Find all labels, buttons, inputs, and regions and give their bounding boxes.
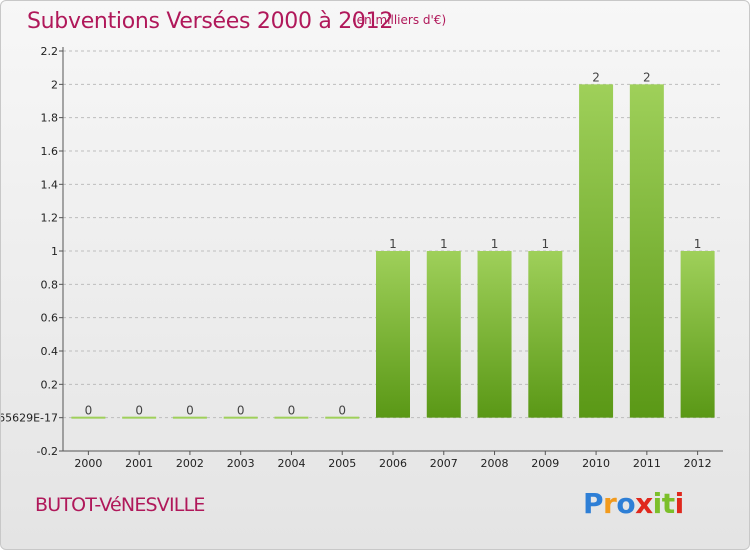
bar <box>528 251 563 418</box>
y-tick-label: 2.2 <box>41 45 59 58</box>
y-tick-label: 0.8 <box>41 278 59 291</box>
bar <box>680 251 715 418</box>
data-label: 0 <box>288 404 296 418</box>
data-label: 1 <box>389 237 397 251</box>
data-label: 0 <box>338 404 346 418</box>
bar <box>477 251 512 418</box>
x-tick-label: 2005 <box>328 457 356 470</box>
y-tick-label: 0.4 <box>41 345 59 358</box>
data-label: 0 <box>85 404 93 418</box>
y-tick-label: 1.8 <box>41 112 59 125</box>
commune-name: BUTOT-VéNESVILLE <box>35 494 205 516</box>
x-tick-label: 2012 <box>684 457 712 470</box>
y-tick-label: 0.2 <box>41 378 59 391</box>
bar <box>274 416 309 419</box>
bar <box>223 416 258 419</box>
y-tick-label: 1.6 <box>41 145 59 158</box>
x-tick-label: 2011 <box>633 457 661 470</box>
bar <box>325 416 360 419</box>
logo-letter: r <box>603 487 617 520</box>
x-tick-label: 2009 <box>531 457 559 470</box>
bar <box>172 416 207 419</box>
data-label: 0 <box>135 404 143 418</box>
logo-letter: t <box>661 487 675 520</box>
chart-subtitle: (en milliers d'€) <box>352 13 447 27</box>
x-tick-label: 2000 <box>74 457 102 470</box>
y-tick-label: 1.2 <box>41 212 59 225</box>
x-tick-label: 2003 <box>227 457 255 470</box>
bar <box>376 251 410 418</box>
chart-title: Subventions Versées 2000 à 2012 <box>27 9 394 34</box>
data-label: 1 <box>541 237 549 251</box>
x-tick-label: 2006 <box>379 457 407 470</box>
bar <box>426 251 461 418</box>
logo-letter: i <box>674 487 685 520</box>
data-label: 1 <box>491 237 499 251</box>
bar <box>579 84 614 418</box>
logo-letter: i <box>652 487 663 520</box>
y-tick-label: -0.2 <box>37 445 58 458</box>
y-tick-label: 1.4 <box>41 178 59 191</box>
data-label: 2 <box>643 70 651 84</box>
data-label: 0 <box>237 404 245 418</box>
bar <box>629 84 664 418</box>
logo-letter: o <box>616 487 636 520</box>
data-label: 1 <box>694 237 702 251</box>
y-tick-label: 2 <box>51 78 58 91</box>
y-tick-label: 0.6 <box>41 312 59 325</box>
data-label: 2 <box>592 70 600 84</box>
bar <box>122 416 157 419</box>
proxiti-logo[interactable]: Proxiti <box>583 487 684 520</box>
x-tick-label: 2002 <box>176 457 204 470</box>
x-tick-label: 2004 <box>277 457 305 470</box>
x-tick-label: 2008 <box>481 457 509 470</box>
x-tick-label: 2010 <box>582 457 610 470</box>
x-tick-label: 2001 <box>125 457 153 470</box>
x-tick-label: 2007 <box>430 457 458 470</box>
data-label: 0 <box>186 404 194 418</box>
y-tick-label: 1 <box>51 245 58 258</box>
logo-letter: P <box>583 487 604 520</box>
logo-letter: x <box>635 487 653 520</box>
data-label: 1 <box>440 237 448 251</box>
bar <box>71 416 106 419</box>
y-tick-label: -1.5265629E-17 <box>1 412 58 425</box>
